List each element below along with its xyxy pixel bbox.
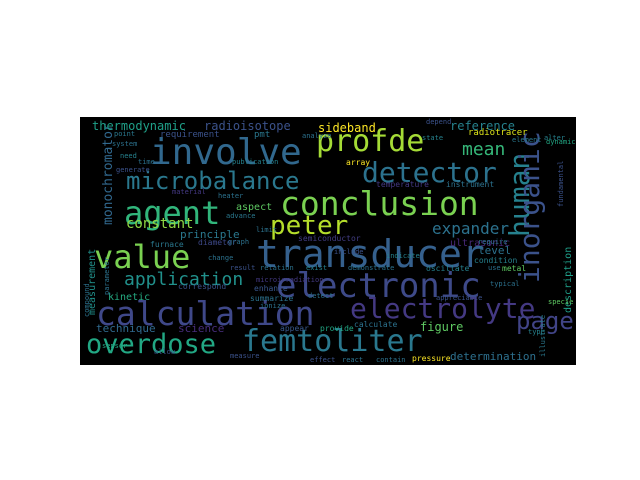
word-femtoliter: femtoliter <box>242 324 423 359</box>
word-advance: advance <box>226 212 256 220</box>
word-limit: limit <box>256 226 278 234</box>
word-electrolyte: electrolyte <box>350 292 536 325</box>
word-include: include <box>334 248 364 256</box>
word-react: react <box>342 356 364 364</box>
word-parameter: parameter <box>103 257 111 295</box>
word-result: result <box>230 264 256 272</box>
word-aspect: aspect <box>236 202 273 213</box>
word-element: element <box>512 136 542 144</box>
word-mean: mean <box>462 139 506 160</box>
word-fundamental: fundamental <box>557 160 565 207</box>
word-change: change <box>208 254 234 262</box>
word-peter: peter <box>270 211 349 241</box>
word-point: point <box>114 130 136 138</box>
word-enhance: enhance <box>254 284 288 293</box>
word-metal: metal <box>502 264 527 273</box>
word-dynamic: dynamic <box>546 138 576 146</box>
word-constant: constant <box>126 216 194 232</box>
word-analyze: analyze <box>302 132 332 140</box>
word-allow: allow <box>154 348 176 356</box>
word-calculate: calculate <box>354 320 398 329</box>
word-cloud: transducer electronic calculation femtol… <box>80 117 576 365</box>
word-appear: appear <box>280 324 309 333</box>
word-relation: relation <box>260 264 294 272</box>
word-specie: specie <box>548 298 574 306</box>
word-alter: alter <box>544 134 566 142</box>
word-material: material <box>172 188 206 196</box>
word-calculation: calculation <box>96 294 315 333</box>
word-radiotracer: radiotracer <box>468 128 528 138</box>
word-need: need <box>120 152 137 160</box>
word-transducer: transducer <box>256 232 485 276</box>
word-type: type <box>528 328 545 336</box>
word-indicate: indicate <box>386 252 420 260</box>
word-exist: exist <box>306 264 328 272</box>
word-array: array <box>346 158 371 167</box>
word-agent: agent <box>124 194 221 232</box>
word-oscillate: oscillate <box>426 264 470 273</box>
word-requirement: requirement <box>160 130 220 140</box>
word-correspond: correspond <box>178 282 227 291</box>
word-radioisotope: radioisotope <box>204 119 291 133</box>
word-figure: figure <box>420 320 464 334</box>
word-detect: detect <box>308 292 334 300</box>
word-detector: detector <box>362 156 497 189</box>
word-time: time <box>138 158 155 166</box>
word-generate: generate <box>116 166 150 174</box>
word-kinetic: kinetic <box>108 292 151 303</box>
word-application: application <box>124 269 244 290</box>
word-value: value <box>94 238 191 276</box>
word-pmt: pmt <box>254 130 271 140</box>
word-summarize: summarize <box>250 294 294 303</box>
word-state: state <box>422 134 444 142</box>
word-principle: principle <box>180 228 240 241</box>
word-conclusion: conclusion <box>280 184 479 223</box>
word-diameter: diameter <box>198 238 237 247</box>
word-reference: reference <box>450 119 516 133</box>
word-electronic: electronic <box>276 266 481 306</box>
word-monochromator: monochromator <box>101 123 116 225</box>
word-level: level <box>478 244 512 257</box>
word-provide: provide <box>320 324 354 333</box>
word-use: use <box>488 264 501 272</box>
word-publication: publication <box>232 158 279 166</box>
word-demonstrate: demonstrate <box>348 264 395 272</box>
word-instrument: instrument <box>446 180 495 189</box>
word-effect: effect <box>310 356 336 364</box>
word-sensor: sensor <box>102 342 128 350</box>
word-require: require <box>478 238 508 246</box>
word-appreciable: appreciable <box>436 294 483 302</box>
word-depend: depend <box>426 118 452 126</box>
word-system: system <box>112 140 138 148</box>
word-ultrasonic: ultrasonic <box>450 238 511 249</box>
word-typical: typical <box>490 280 520 288</box>
word-expander: expander <box>432 219 510 238</box>
word-microirradiation: microirradiation <box>256 276 324 284</box>
word-contain: contain <box>376 356 406 364</box>
word-profde: profde <box>316 124 425 159</box>
word-thermodynamic: thermodynamic <box>92 119 186 133</box>
word-involve: involve <box>150 132 302 173</box>
word-compound: compound <box>83 283 91 317</box>
word-condition: condition <box>474 256 518 265</box>
word-furnace: furnace <box>150 240 184 249</box>
word-heater: heater <box>218 192 244 200</box>
word-technique: technique <box>96 322 156 335</box>
word-microbalance: microbalance <box>126 167 300 195</box>
word-overdose: overdose <box>86 329 217 360</box>
word-science: science <box>178 322 225 335</box>
word-ionize: ionize <box>260 302 286 310</box>
word-inorganic: inorganic <box>513 131 546 283</box>
word-page: page <box>516 307 574 335</box>
word-graph: graph <box>228 238 250 246</box>
word-temperature: temperature <box>376 180 429 189</box>
word-measure: measure <box>230 352 260 360</box>
word-pressure: pressure <box>412 354 451 363</box>
word-determination: determination <box>450 350 537 363</box>
word-semiconductor: semiconductor <box>298 234 361 243</box>
word-sideband: sideband <box>318 121 376 135</box>
